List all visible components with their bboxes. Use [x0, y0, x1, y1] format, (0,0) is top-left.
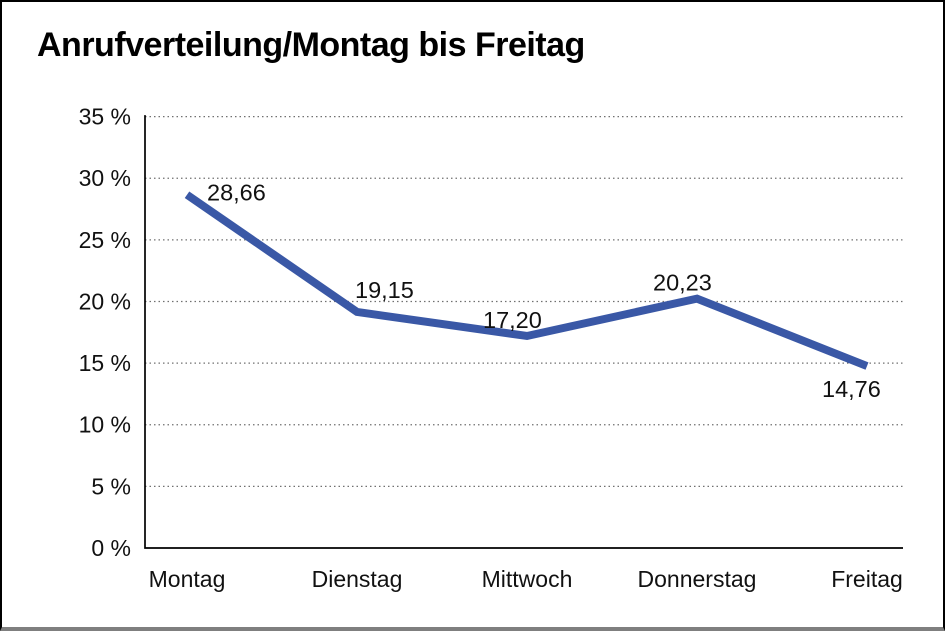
x-axis-label: Montag [149, 566, 226, 592]
chart-title: Anrufverteilung/Montag bis Freitag [37, 26, 585, 64]
y-tick-label: 0 % [91, 535, 131, 561]
data-point-label: 28,66 [207, 180, 266, 206]
data-line [184, 191, 869, 370]
y-tick-label: 5 % [91, 473, 131, 499]
y-tick-label: 25 % [79, 227, 131, 253]
y-tick-label: 15 % [79, 350, 131, 376]
data-point-label: 17,20 [483, 307, 542, 333]
x-axis-label: Dienstag [312, 566, 403, 592]
x-axis-label: Freitag [831, 566, 903, 592]
y-tick-label: 20 % [79, 288, 131, 314]
y-tick-label: 30 % [79, 165, 131, 191]
data-point-label: 20,23 [653, 270, 712, 296]
axis-lines [144, 115, 903, 549]
data-point-label: 19,15 [355, 277, 414, 303]
x-axis-label: Mittwoch [482, 566, 573, 592]
y-tick-label: 35 % [79, 104, 131, 130]
x-axis-label: Donnerstag [638, 566, 757, 592]
y-tick-label: 10 % [79, 412, 131, 438]
data-point-label: 14,76 [822, 376, 881, 402]
